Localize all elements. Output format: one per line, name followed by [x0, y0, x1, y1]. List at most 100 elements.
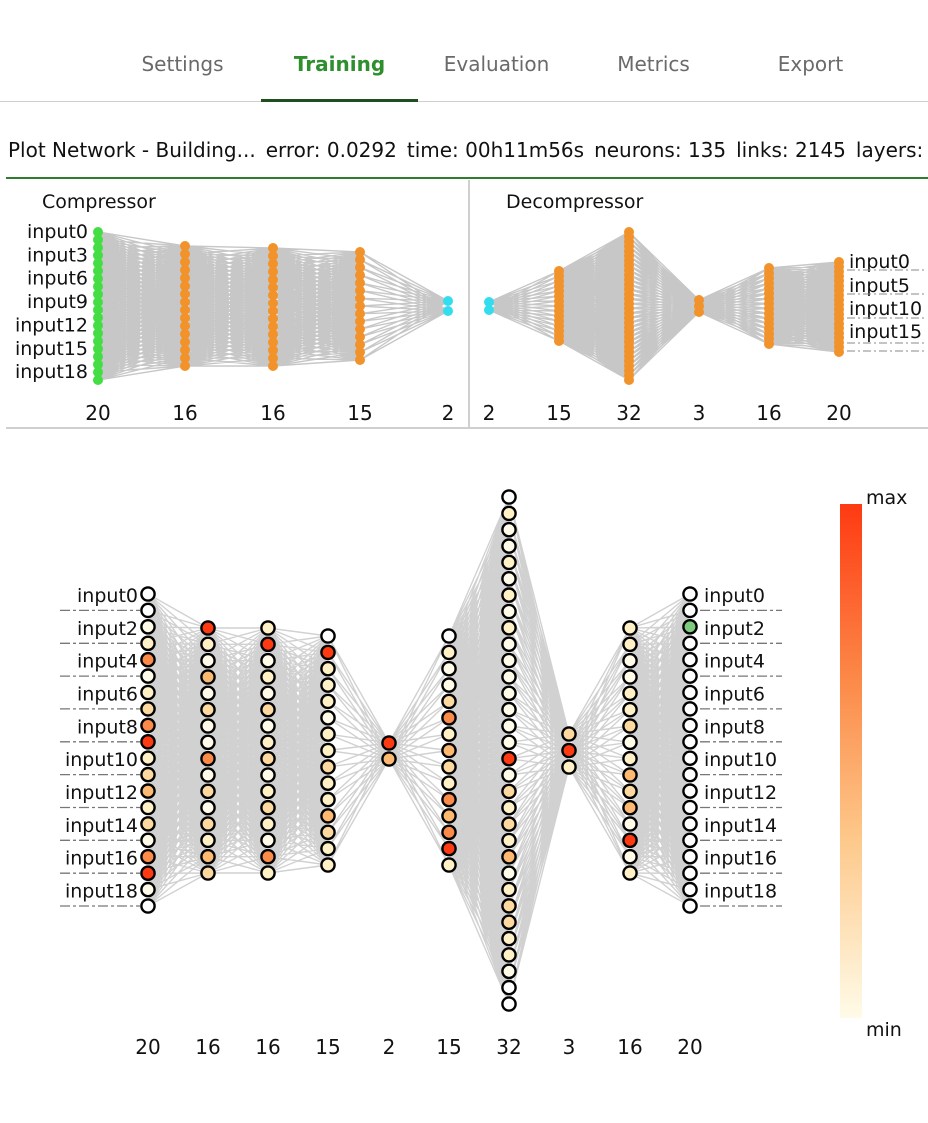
neuron: [501, 881, 517, 898]
net-count-1: 16: [195, 1035, 220, 1059]
small-neuron: [355, 339, 365, 350]
small-neuron: [93, 297, 103, 308]
decompressor-output-label: input10: [849, 298, 922, 320]
neuron: [622, 652, 638, 669]
decomp-count-1: 15: [546, 401, 571, 425]
small-neuron: [355, 355, 365, 365]
status-title: Plot Network - Building...: [8, 138, 256, 162]
small-neuron: [624, 375, 634, 385]
neuron: [260, 620, 276, 636]
net-count-5: 15: [436, 1035, 461, 1059]
neuron: [140, 701, 156, 717]
neuron: [441, 644, 457, 661]
link-bundle: [327, 635, 390, 866]
neuron: [501, 620, 517, 636]
network-output-label: input8: [704, 716, 765, 738]
small-neuron: [764, 339, 774, 349]
neuron: [140, 684, 156, 701]
neuron: [441, 726, 457, 742]
neuron: [441, 775, 457, 792]
neuron: [320, 791, 336, 808]
decompressor-output-label: input15: [849, 321, 922, 343]
neuron: [501, 963, 517, 980]
tab-metrics[interactable]: Metrics: [617, 52, 690, 76]
small-neuron: [93, 234, 103, 245]
neuron: [501, 701, 517, 718]
neuron: [140, 602, 156, 619]
decomp-count-2: 32: [616, 401, 641, 425]
neuron: [682, 684, 698, 701]
panel-splitter[interactable]: [468, 180, 470, 428]
small-neuron: [93, 258, 103, 269]
neuron: [622, 865, 638, 881]
neuron: [140, 898, 156, 914]
tab-export[interactable]: Export: [777, 52, 844, 76]
small-neuron: [355, 270, 365, 281]
neuron: [260, 848, 276, 865]
small-neuron: [180, 313, 190, 323]
link-bundle: [97, 231, 186, 381]
small-neuron: [268, 243, 278, 253]
neuron: [622, 734, 638, 751]
tab-settings[interactable]: Settings: [141, 52, 224, 76]
neuron: [501, 685, 517, 702]
neuron: [622, 799, 638, 816]
small-neuron: [355, 247, 365, 257]
small-neuron: [93, 328, 103, 339]
training-status: Plot Network - Building... error: 0.0292 t…: [8, 138, 928, 162]
small-neuron: [355, 293, 365, 304]
neuron: [682, 734, 698, 750]
big-links: [147, 496, 691, 1005]
neuron: [682, 750, 698, 767]
neuron: [501, 750, 517, 767]
neuron: [140, 783, 156, 799]
decomp-count-5: 20: [826, 401, 851, 425]
tab-evaluation[interactable]: Evaluation: [443, 52, 550, 76]
small-neuron: [268, 250, 278, 261]
net-count-4: 2: [383, 1035, 396, 1059]
neuron: [682, 832, 698, 849]
small-neuron: [268, 258, 278, 269]
compressor-input-label: input6: [27, 268, 88, 290]
link-bundle: [698, 267, 770, 345]
status-divider: [6, 177, 928, 179]
neuron: [622, 848, 638, 865]
net-count-9: 20: [677, 1035, 702, 1059]
neuron: [140, 799, 156, 816]
neuron: [320, 644, 336, 661]
neuron: [441, 677, 457, 693]
neuron: [320, 726, 336, 742]
compressor-input-label: input12: [15, 315, 88, 337]
network-output-label: input10: [704, 749, 777, 771]
neuron: [622, 718, 638, 734]
neuron: [140, 881, 156, 898]
neuron: [140, 651, 156, 668]
network-output-label: input4: [704, 651, 765, 673]
neuron: [561, 742, 577, 759]
small-neuron: [93, 359, 103, 370]
small-neuron: [268, 282, 278, 293]
neuron: [441, 710, 457, 726]
neuron: [501, 521, 517, 538]
neuron: [260, 669, 276, 685]
compressor-input-label: input0: [27, 221, 88, 243]
net-count-3: 15: [315, 1035, 340, 1059]
neuron: [320, 693, 336, 710]
neuron: [622, 767, 638, 783]
tab-training[interactable]: Training: [293, 52, 386, 76]
neuron: [501, 538, 517, 554]
compressor-input-label: input9: [27, 291, 88, 313]
neuron: [501, 947, 517, 963]
neuron: [682, 619, 698, 635]
neuron: [682, 717, 698, 734]
network-output-label: input16: [704, 848, 777, 870]
neuron: [561, 726, 577, 742]
link-bundle: [388, 635, 450, 866]
small-neuron: [268, 337, 278, 348]
compressor-title: Compressor: [42, 191, 156, 213]
small-neuron: [93, 289, 103, 300]
section-divider: [6, 427, 928, 429]
small-neuron: [180, 337, 190, 347]
small-neuron: [268, 353, 278, 364]
